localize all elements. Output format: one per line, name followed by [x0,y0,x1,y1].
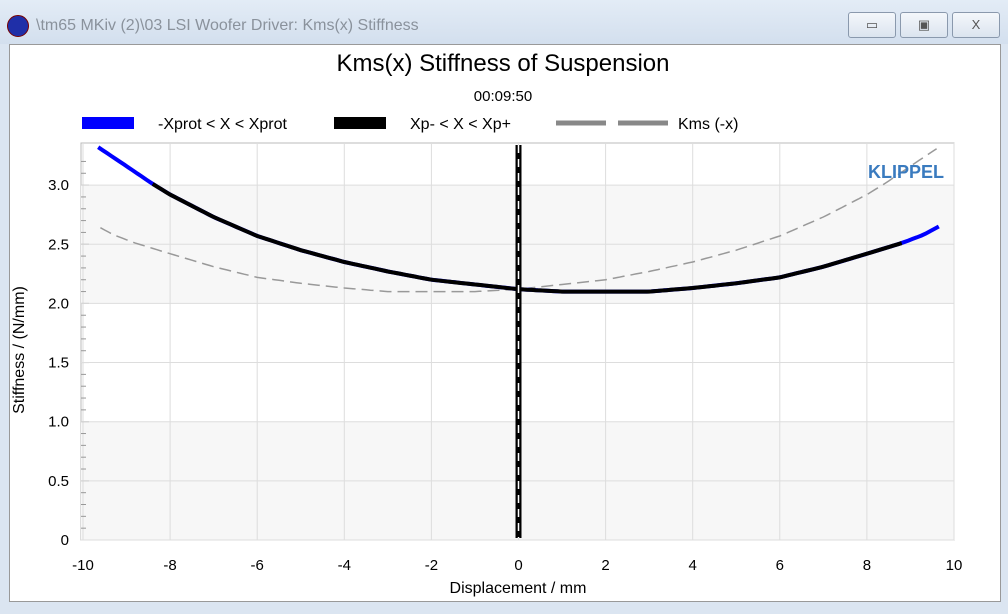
x-tick-label: 8 [863,557,871,574]
y-tick-label: 1.0 [48,414,69,431]
series-xp [151,182,903,294]
x-tick-label: 2 [601,557,609,574]
x-tick-label: 10 [946,557,963,574]
x-tick-label: 4 [689,557,697,574]
y-tick-label: 1.5 [48,355,69,372]
series-kms-minus-x [100,148,938,293]
klippel-logo: KLIPPEL [868,162,944,182]
legend-label: -Xprot < X < Xprot [158,116,288,133]
x-tick-label: -8 [163,557,176,574]
legend-swatch [82,117,134,129]
x-tick-label: -2 [425,557,438,574]
legend-label: Kms (-x) [678,116,738,133]
y-tick-label: 3.0 [48,177,69,194]
x-tick-label: 6 [776,557,784,574]
legend-label: Xp- < X < Xp+ [410,116,511,133]
close-button[interactable]: X [952,12,1000,38]
y-axis-label: Stiffness / (N/mm) [11,286,28,414]
maximize-button[interactable]: ▣ [900,12,948,38]
x-axis-label: Displacement / mm [450,580,587,597]
y-tick-label: 2.0 [48,295,69,312]
x-tick-label: -4 [338,557,351,574]
window-title: \tm65 MKiv (2)\03 LSI Woofer Driver: Kms… [36,17,419,34]
x-tick-label: 0 [514,557,522,574]
y-tick-label: 2.5 [48,236,69,253]
legend: -Xprot < X < Xprot Xp- < X < Xp+ Kms (-x) [82,116,738,133]
title-bar: \tm65 MKiv (2)\03 LSI Woofer Driver: Kms… [0,0,1008,44]
chart-subtitle: 00:09:50 [474,88,532,105]
minimize-button[interactable]: ▭ [848,12,896,38]
y-tick-label: 0.5 [48,473,69,490]
x-tick-label: -10 [72,557,94,574]
app-icon [7,15,29,37]
chart-title: Kms(x) Stiffness of Suspension [336,50,669,77]
legend-swatch [334,117,386,129]
x-tick-label: -6 [251,557,264,574]
y-tick-label: 0 [61,532,69,549]
